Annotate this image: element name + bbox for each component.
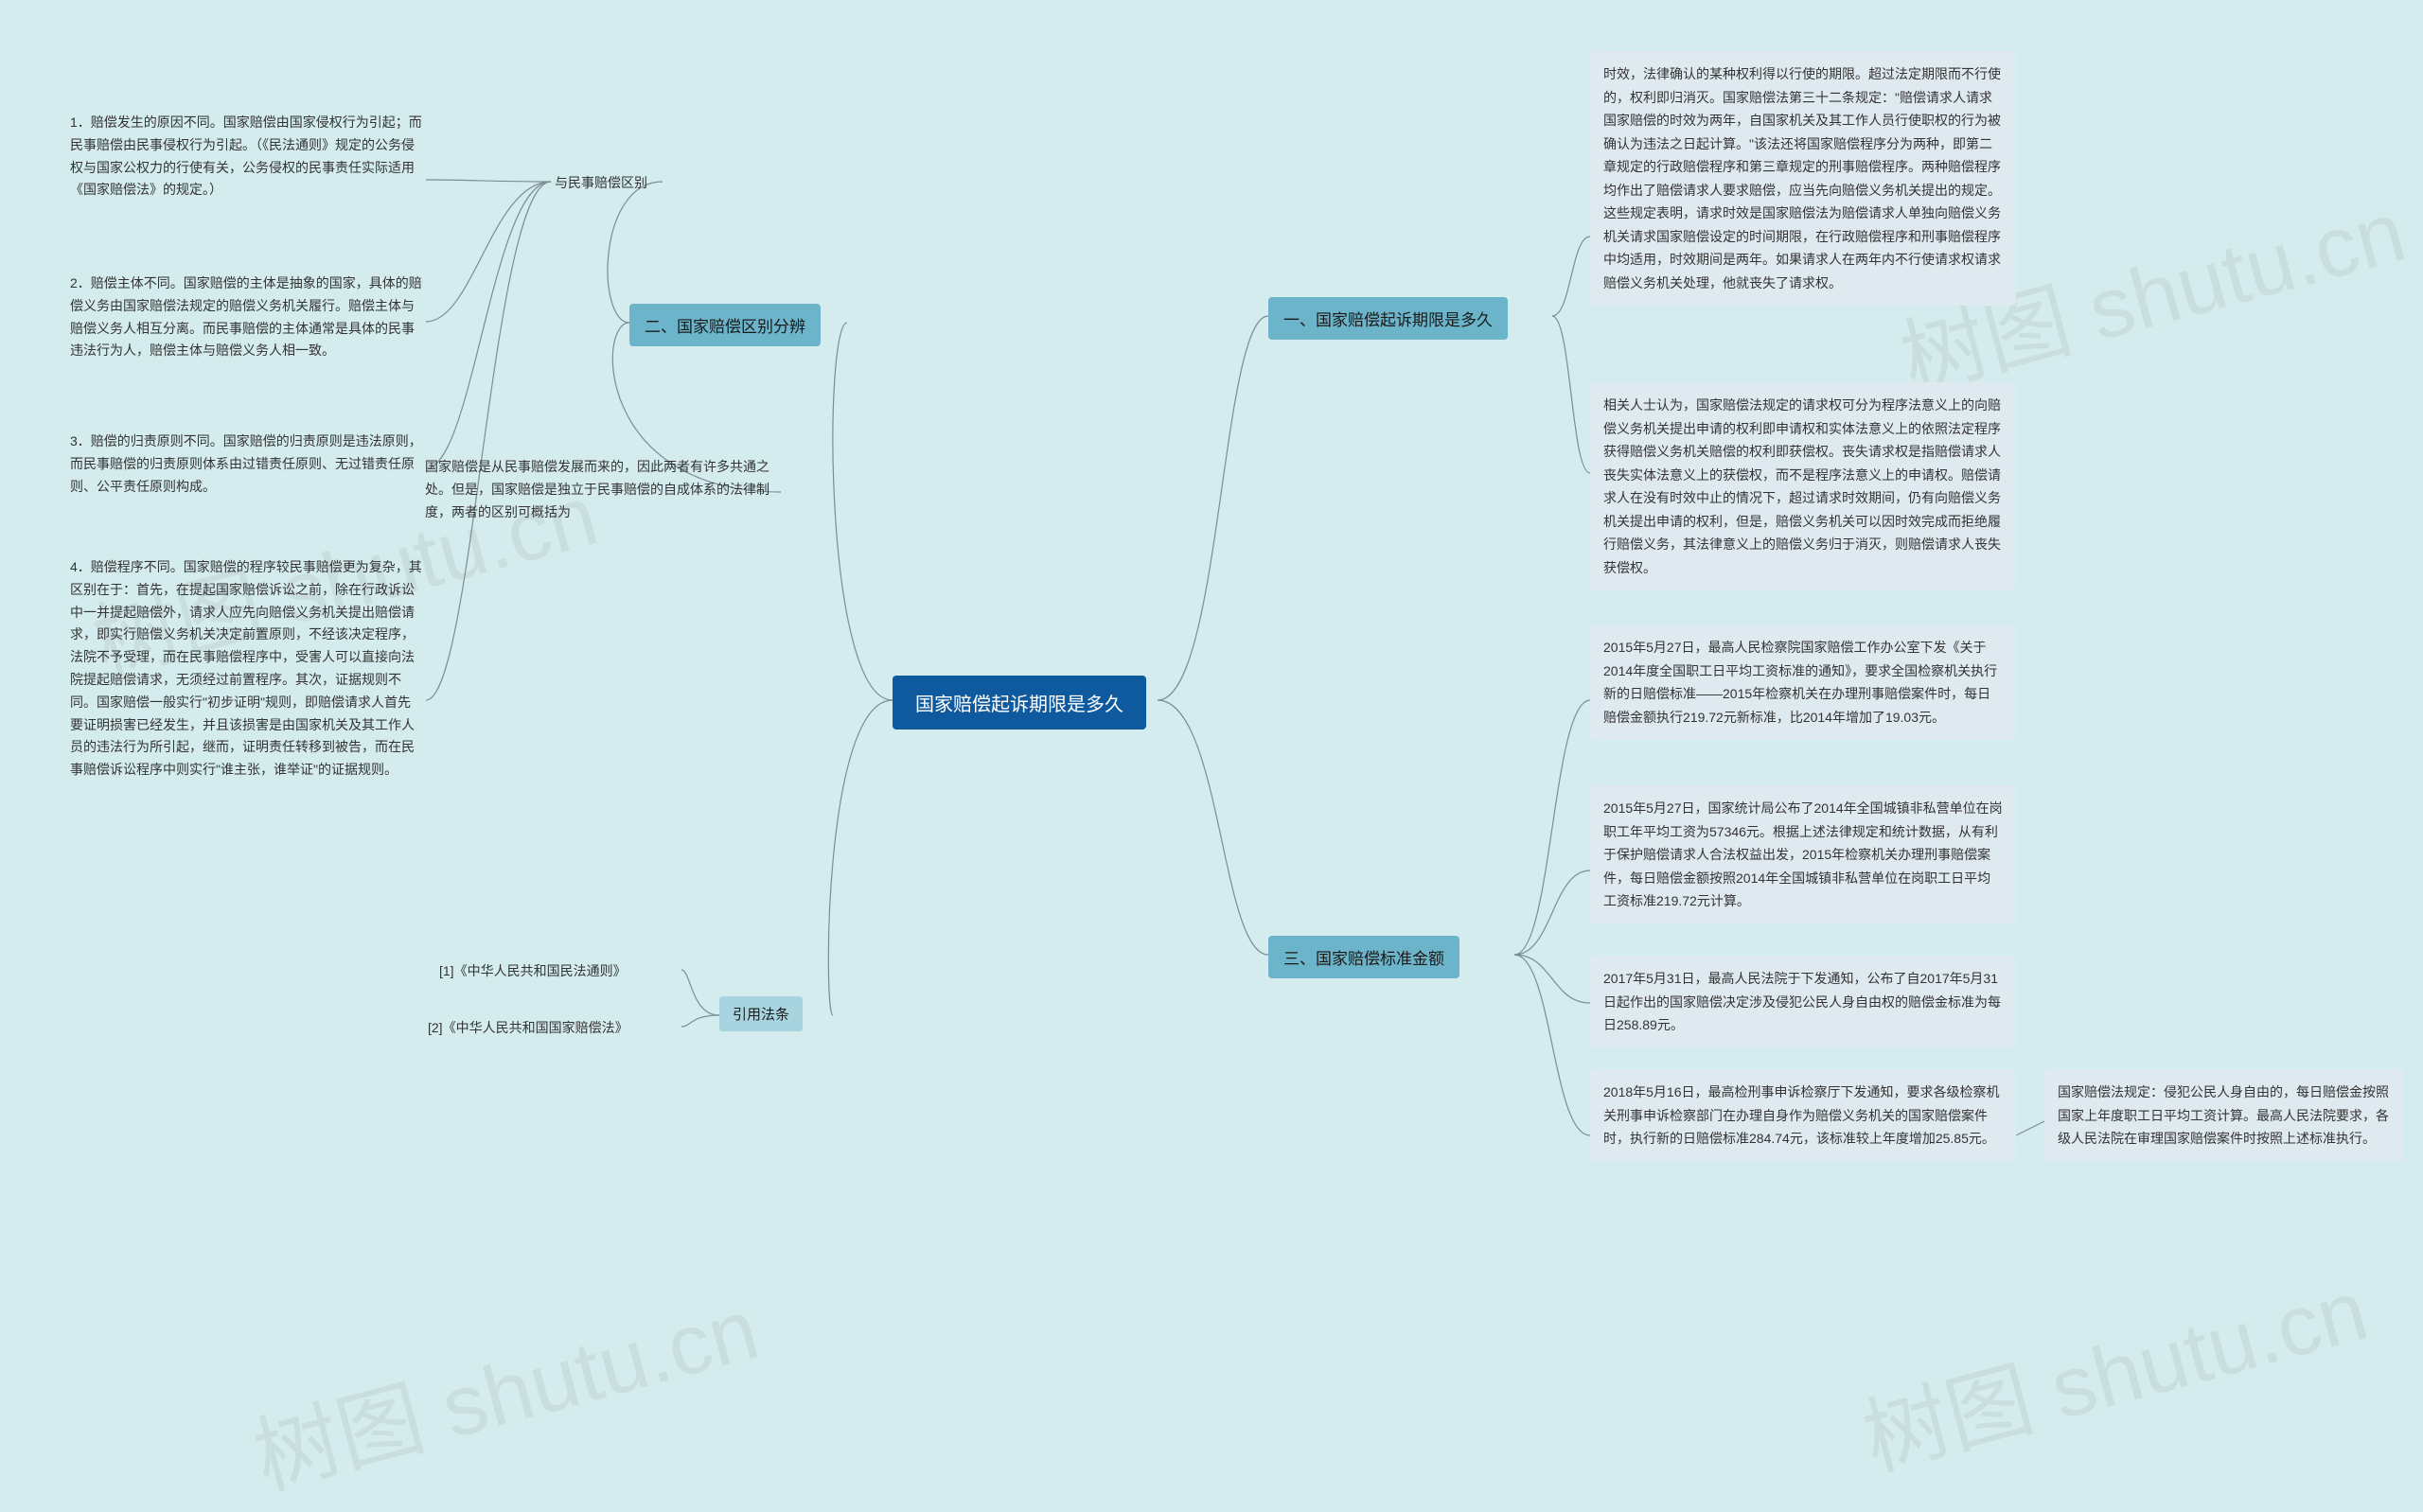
branch-3-block-3: 2017年5月31日，最高人民法院于下发通知，公布了自2017年5月31日起作出…	[1590, 956, 2016, 1048]
branch-3-block-1: 2015年5月27日，最高人民检察院国家赔偿工作办公室下发《关于2014年度全国…	[1590, 624, 2016, 740]
branch-2-diff-4: 4．赔偿程序不同。国家赔偿的程序较民事赔偿更为复杂，其区别在于：首先，在提起国家…	[66, 553, 426, 785]
branch-3-block-4-extra: 国家赔偿法规定：侵犯公民人身自由的，每日赔偿金按照国家上年度职工日平均工资计算。…	[2044, 1069, 2404, 1162]
branch-2-intro: 国家赔偿是从民事赔偿发展而来的，因此两者有许多共通之处。但是，国家赔偿是独立于民…	[421, 452, 781, 527]
watermark: 树图 shutu.cn	[239, 1260, 769, 1512]
branch-1-title: 一、国家赔偿起诉期限是多久	[1268, 297, 1508, 340]
branch-3-block-4: 2018年5月16日，最高检刑事申诉检察厅下发通知，要求各级检察机关刑事申诉检察…	[1590, 1069, 2016, 1162]
branch-1-block-1: 时效，法律确认的某种权利得以行使的期限。超过法定期限而不行使的，权利即归消灭。国…	[1590, 51, 2016, 306]
branch-2-diff-2: 2．赔偿主体不同。国家赔偿的主体是抽象的国家，具体的赔偿义务由国家赔偿法规定的赔…	[66, 269, 426, 366]
branch-2-title: 二、国家赔偿区别分辨	[629, 304, 821, 346]
branch-1-block-2: 相关人士认为，国家赔偿法规定的请求权可分为程序法意义上的向赔偿义务机关提出申请的…	[1590, 382, 2016, 590]
watermark: 树图 shutu.cn	[1848, 1241, 2378, 1494]
ref-item-1: [1]《中华人民共和国民法通则》	[435, 957, 630, 987]
ref-item-2: [2]《中华人民共和国国家赔偿法》	[424, 1013, 632, 1044]
root-node: 国家赔偿起诉期限是多久	[893, 676, 1146, 730]
branch-2-diff-1: 1．赔偿发生的原因不同。国家赔偿由国家侵权行为引起；而民事赔偿由民事侵权行为引起…	[66, 108, 426, 205]
branch-3-title: 三、国家赔偿标准金额	[1268, 936, 1459, 978]
branch-2-diff-3: 3．赔偿的归责原则不同。国家赔偿的归责原则是违法原则，而民事赔偿的归责原则体系由…	[66, 427, 426, 501]
branch-2-sub: 与民事赔偿区别	[551, 168, 651, 199]
branch-ref-title: 引用法条	[719, 996, 803, 1031]
branch-3-block-2: 2015年5月27日，国家统计局公布了2014年全国城镇非私营单位在岗职工年平均…	[1590, 785, 2016, 924]
